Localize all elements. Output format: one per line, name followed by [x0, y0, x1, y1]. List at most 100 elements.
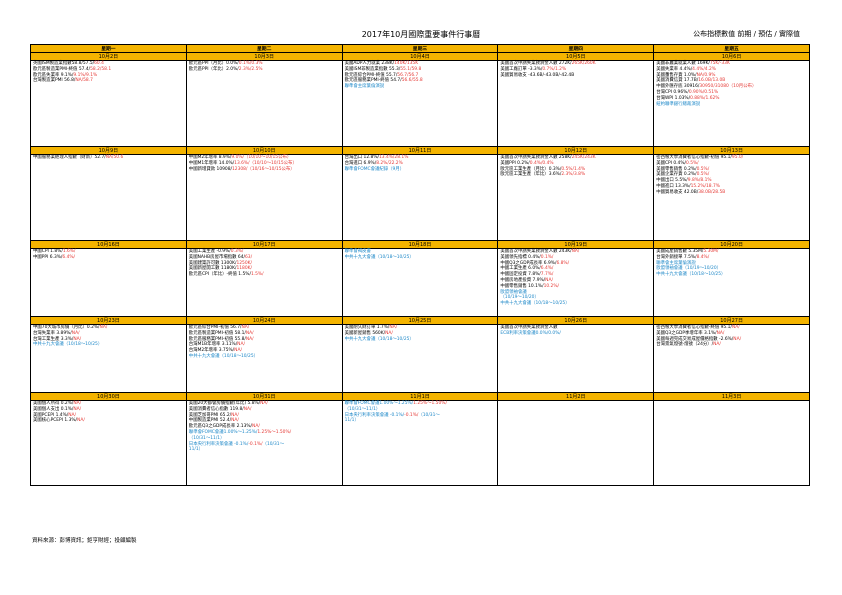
date-cell: 10月18日: [341, 240, 499, 249]
event-line: 歐盟領袖會議（10/19～10/20）: [654, 266, 809, 272]
event-text: 中國進口 13.3%/: [656, 183, 691, 189]
event-line: 美國首次申請失業救濟金人數: [498, 325, 653, 331]
day-events-cell: [497, 400, 655, 486]
event-text: 6.8%/: [556, 260, 570, 266]
event-text: NA/: [385, 330, 393, 336]
event-text: 紐約聯準銀行總裁演說: [656, 101, 701, 107]
date-cell: 10月4日: [341, 52, 499, 61]
event-line: 台灣外銷接單 7.5%/8.4%/: [654, 255, 809, 261]
date-cell: 10月23日: [30, 316, 187, 325]
event-text: NA/58.7: [75, 78, 93, 84]
day-events-cell: 英國ISM製造業指數58.8/57.5/60.4 歐元區製造業PMI-終值 57.…: [30, 60, 187, 147]
date-cell: 10月19日: [497, 240, 655, 249]
weekday-header: 星期五: [653, 44, 810, 53]
event-line: 台灣進口 6.9%/8.2%/22.2%: [343, 161, 498, 167]
event-text: 0.7%/1.2%: [542, 66, 567, 72]
date-cell: 10月25日: [341, 316, 499, 325]
event-text: 中國Q3之GDP成長率 6.9%/: [500, 260, 557, 266]
event-text: 75K/-33K: [709, 61, 730, 66]
event-text: NA/: [73, 406, 82, 412]
event-text: 美國躉售存貨 1.0%/: [656, 72, 697, 78]
event-text: 台灣WPI 1.03%/: [656, 95, 691, 101]
event-text: 0.88%/1.62%: [690, 95, 720, 101]
event-line: 美國失業率 4.4%/4.4%/4.2%: [654, 67, 809, 73]
event-text: 95.0/: [731, 155, 744, 160]
event-line: 歐元區PPI（年比）2.0%/2.3%/2.5%: [187, 67, 342, 73]
event-text: 中國PPI 6.3%/: [33, 254, 63, 260]
event-text: 美國ISM非製造業指數 55.3/: [344, 66, 401, 72]
event-line: 聯準會FOMC會議紀錄（9月）: [343, 167, 498, 173]
date-cell: 10月26日: [497, 316, 655, 325]
event-line: 密西根大學消費者信心指數-初值 95.1/95.0/: [654, 155, 809, 161]
event-text: 歐元區服務業PMI-初值 55.8/: [188, 336, 246, 342]
event-line: 美國Q3之GDP季增年率 3.1%/NA/: [654, 331, 809, 337]
event-line: 中共十九大會議（10/18～10/25）: [343, 337, 498, 343]
event-text: 8.2%/22.2%: [376, 160, 403, 166]
event-line: 美國PPI 0.2%/0.4%/0.4%: [498, 161, 653, 167]
event-line: 聯準會FOMC會議1.00%～1.25%/1.25%～1.50%/: [343, 401, 498, 407]
event-text: 中國貿易收支 42.0B/: [656, 189, 699, 195]
event-text: 中國CPI 1.8%/: [33, 249, 63, 254]
event-line: 歐盟領袖會議: [498, 290, 653, 296]
event-line: 聯準會主席葉倫演說: [343, 84, 498, 90]
calendar-table: 星期一 星期二 星期三 星期四 星期五 10月2日 10月3日 10月4日 10月5日…: [30, 44, 810, 486]
event-text: NA/: [77, 418, 85, 424]
event-text: 美國非農業就業人數 169K/: [656, 61, 710, 66]
event-text: 13.4%/28.1%: [378, 155, 409, 160]
event-text: 美國首次申請失業救濟金人數: [500, 325, 558, 330]
event-text: 2.3%/3.8%: [561, 172, 586, 178]
day-events-cell: 美國非農業就業人數 169K/75K/-33K 美國失業率 4.4%/4.4%/4…: [653, 60, 810, 147]
event-line: 美國ISM非製造業指數 55.3/55.1/59.8: [343, 67, 498, 73]
event-text: 美國Q3之GDP季增年率 3.1%/: [656, 330, 717, 336]
event-line: 歐元區Q3之GDP成長率 2.13%/NA/: [187, 424, 342, 430]
event-line: （10/31～11/1）: [343, 407, 498, 413]
event-text: 中共十九大會議（10/18～10/25）: [344, 336, 414, 342]
event-line: 中國房地產投資 7.9%/NA/: [498, 278, 653, 284]
event-text: ECB利率決策會議0.0%/0.0%/: [500, 330, 561, 336]
event-text: 0.90%/0.51%: [688, 89, 719, 95]
event-text: 歐盟領袖會議: [500, 289, 527, 295]
event-line: 英國ISM製造業指數58.8/57.5/60.4: [31, 61, 186, 67]
event-line: 美國首次申請失業救濟金人數 258K/245K/243K: [498, 155, 653, 161]
event-text: 聯準會主席葉倫演說: [656, 260, 696, 266]
events-row: 中國服務業經理人指數（財新）52.7/NA/50.6 中國M2年增率 8.9%/9…: [30, 154, 810, 241]
event-line: 歐元區工業生產（月比）0.3%/0.5%/1.4%: [498, 167, 653, 173]
event-text: 63/: [245, 254, 253, 260]
event-line: 台灣景氣燈號-燈號（24分）/NA/: [654, 342, 809, 348]
event-text: 歐元區製造業PMI-終值 57.4/: [33, 66, 91, 72]
event-line: （10/31～11/1）: [187, 436, 342, 442]
event-text: 台灣M1B年增率 3.11%/: [188, 342, 238, 348]
day-events-cell: 密西根大學消費者信心指數-終值 95.1/NA/美國Q3之GDP季增年率 3.1…: [653, 324, 810, 393]
event-line: 美國ADP人力就業 238K/140K/135K: [343, 61, 498, 67]
event-text: 中共十九大會議（10/18～10/25）: [500, 301, 570, 307]
event-text: NA/: [245, 330, 254, 336]
event-text: 美國工業生產 -0.9%/: [188, 249, 231, 254]
event-line: 中共十九大會議（10/18～10/25）: [654, 272, 809, 278]
event-line: 美國首次申請失業救濟金人數 243K/NA/: [498, 249, 653, 255]
event-line: 11/1）: [187, 447, 342, 453]
date-cell: 10月17日: [185, 240, 343, 249]
event-text: NA/: [260, 401, 268, 406]
event-text: 6.4%/: [540, 266, 554, 272]
event-text: 1.25%～1.50%/: [257, 429, 292, 435]
event-text: 0.5%/1.4%: [561, 166, 586, 172]
event-text: NA/: [243, 406, 252, 412]
event-text: 9.1%/9.1%: [73, 72, 98, 78]
events-row: 美國個人所得 0.2%/NA/美國個人支出 0.1%/NA/美國PCEPI 1.…: [30, 400, 810, 486]
event-line: 美國非農業就業人數 169K/75K/-33K: [654, 61, 809, 67]
event-text: 台灣工業生產 3.3%/: [33, 336, 74, 342]
event-text: 美國NAHB房屋市場指數 64/: [188, 254, 245, 260]
event-text: 歐元區工業生產（月比）0.3%/: [500, 166, 562, 172]
event-text: 12308/（10/16～10/15公布）: [231, 166, 295, 172]
event-text: NA/: [733, 336, 742, 342]
event-line: 美國20大都會房價指數(年比) 5.8%/NA/: [187, 401, 342, 407]
event-line: 歐元區服務業PMI-終值 54.7/56.6/55.8: [343, 78, 498, 84]
event-text: 中共十九大會議（10/18～10/25）: [344, 254, 414, 260]
event-text: 60.4: [94, 61, 104, 66]
event-text: 38.0B/28.5B: [698, 189, 726, 195]
event-line: 中國固定投資 7.8%/7.7%/: [498, 272, 653, 278]
event-text: 聯準會FOMC會議紀錄（9月）: [344, 166, 405, 172]
event-text: 6.4%/: [62, 254, 76, 260]
day-events-cell: 中國服務業經理人指數（財新）52.7/NA/50.6: [30, 154, 187, 241]
event-line: 中國製造業PMI 52.4/NA/: [187, 418, 342, 424]
